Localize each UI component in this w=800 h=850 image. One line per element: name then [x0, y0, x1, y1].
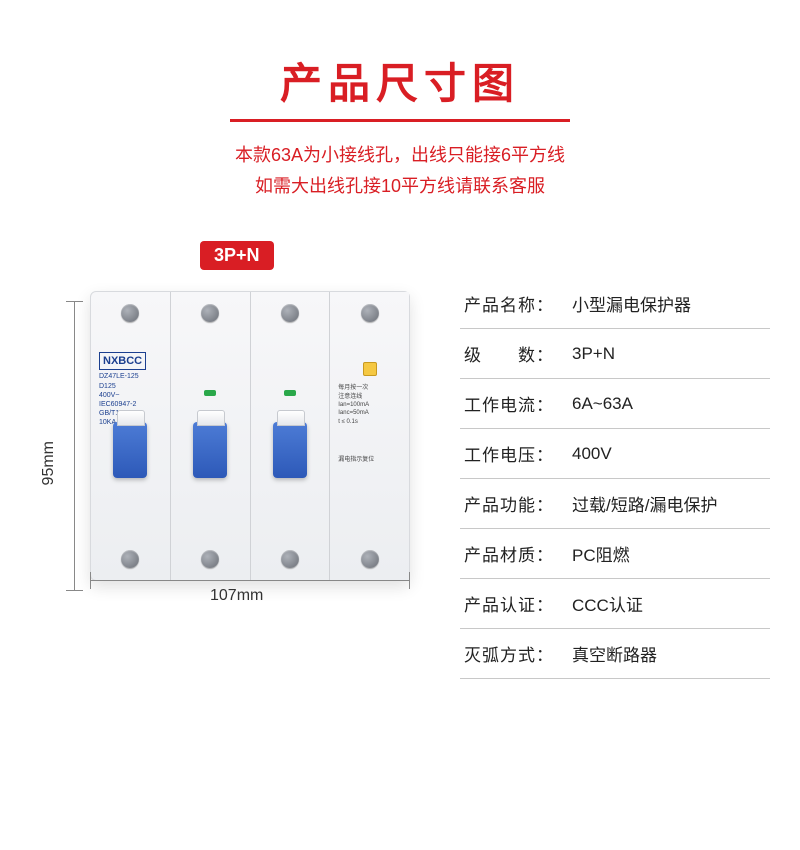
table-row: 产品功能：过载/短路/漏电保护: [460, 479, 770, 529]
spec-key: 产品功能：: [460, 479, 568, 529]
n-line: Ian=100mA: [338, 401, 401, 409]
spec-key: 产品认证：: [460, 579, 568, 629]
n-line: 注意连线: [338, 393, 401, 401]
spec-key: 产品名称：: [460, 279, 568, 329]
screw-icon: [121, 550, 139, 568]
toggle-switch: [273, 422, 307, 478]
screw-icon: [201, 304, 219, 322]
spec-value: 真空断路器: [568, 629, 770, 679]
screw-icon: [201, 550, 219, 568]
screw-icon: [361, 550, 379, 568]
breaker-device: NXBCC DZ47LE-125 D125 400V~ IEC60947-2 G…: [90, 291, 410, 581]
left-column: 3P+N 95mm NXBCC DZ47LE-125 D125 400V~ IE…: [30, 241, 430, 581]
pole-1: NXBCC DZ47LE-125 D125 400V~ IEC60947-2 G…: [91, 292, 171, 580]
screw-icon: [121, 304, 139, 322]
subtitle: 本款63A为小接线孔，出线只能接6平方线 如需大出线孔接10平方线请联系客服: [0, 140, 800, 201]
std1-label: IEC60947-2: [99, 400, 161, 409]
test-button: [363, 362, 377, 376]
n-line: 每月按一次: [338, 384, 401, 392]
voltage-label: 400V~: [99, 391, 161, 400]
subtitle-line-2: 如需大出线孔接10平方线请联系客服: [0, 171, 800, 202]
spec-value: 小型漏电保护器: [568, 279, 770, 329]
table-row: 工作电流：6A~63A: [460, 379, 770, 429]
model-badge: 3P+N: [200, 241, 274, 270]
toggle-switch: [113, 422, 147, 478]
spec-key: 级 数：: [460, 329, 568, 379]
spec-table: 产品名称：小型漏电保护器级 数：3P+N工作电流：6A~63A工作电压：400V…: [460, 279, 770, 679]
table-row: 级 数：3P+N: [460, 329, 770, 379]
spec-value: PC阻燃: [568, 529, 770, 579]
pole-2: [171, 292, 251, 580]
spec-value: 过载/短路/漏电保护: [568, 479, 770, 529]
dimension-width-line: [90, 580, 410, 581]
table-row: 工作电压：400V: [460, 429, 770, 479]
indicator-led: [204, 390, 216, 396]
indicator-led: [284, 390, 296, 396]
dimension-height-line: [74, 301, 75, 591]
screw-icon: [361, 304, 379, 322]
n-module: 每月按一次 注意连线 Ian=100mA Ianc=50mA t ≤ 0.1s …: [330, 292, 409, 580]
table-row: 产品材质：PC阻燃: [460, 529, 770, 579]
model-label: DZ47LE-125: [99, 372, 161, 381]
table-row: 灭弧方式：真空断路器: [460, 629, 770, 679]
dimension-width-label: 107mm: [210, 587, 263, 605]
table-row: 产品认证：CCC认证: [460, 579, 770, 629]
subtitle-line-1: 本款63A为小接线孔，出线只能接6平方线: [0, 140, 800, 171]
n-line: Ianc=50mA: [338, 409, 401, 417]
table-row: 产品名称：小型漏电保护器: [460, 279, 770, 329]
toggle-switch: [193, 422, 227, 478]
spec-value: 400V: [568, 429, 770, 479]
dimension-height-label: 95mm: [40, 441, 58, 485]
page-title: 产品尺寸图: [0, 50, 800, 111]
spec-key: 工作电压：: [460, 429, 568, 479]
spec-key: 工作电流：: [460, 379, 568, 429]
device-label-block: NXBCC DZ47LE-125 D125 400V~ IEC60947-2 G…: [99, 352, 161, 412]
n-module-text: 每月按一次 注意连线 Ian=100mA Ianc=50mA t ≤ 0.1s …: [338, 384, 401, 464]
pole-3: [251, 292, 331, 580]
spec-value: 6A~63A: [568, 379, 770, 429]
screw-icon: [281, 550, 299, 568]
screw-icon: [281, 304, 299, 322]
right-column: 产品名称：小型漏电保护器级 数：3P+N工作电流：6A~63A工作电压：400V…: [430, 241, 770, 679]
spec-value: CCC认证: [568, 579, 770, 629]
content-row: 3P+N 95mm NXBCC DZ47LE-125 D125 400V~ IE…: [0, 241, 800, 679]
n-line: 漏电指示复位: [338, 456, 401, 464]
spec-table-body: 产品名称：小型漏电保护器级 数：3P+N工作电流：6A~63A工作电压：400V…: [460, 279, 770, 679]
n-line: t ≤ 0.1s: [338, 418, 401, 426]
rating-label: D125: [99, 382, 161, 391]
spec-value: 3P+N: [568, 329, 770, 379]
brand-label: NXBCC: [99, 352, 146, 370]
spec-key: 灭弧方式：: [460, 629, 568, 679]
title-underline: [230, 119, 570, 122]
spec-key: 产品材质：: [460, 529, 568, 579]
